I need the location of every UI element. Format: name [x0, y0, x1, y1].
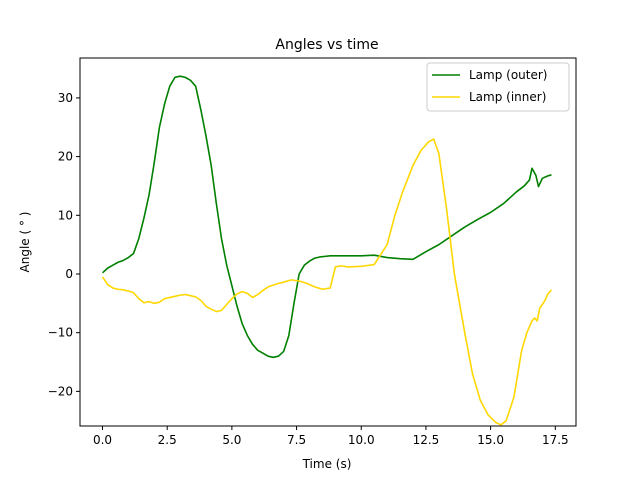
- y-tick-label: 0: [65, 267, 73, 281]
- x-tick-label: 15.0: [477, 433, 504, 447]
- legend-label: Lamp (inner): [469, 90, 546, 104]
- x-axis-label: Time (s): [302, 457, 352, 471]
- x-tick-label: 10.0: [348, 433, 375, 447]
- y-tick-label: 10: [58, 208, 73, 222]
- y-tick-label: −20: [48, 384, 73, 398]
- legend-box: [426, 62, 570, 112]
- y-tick-label: 30: [58, 91, 73, 105]
- x-tick-label: 2.5: [158, 433, 177, 447]
- chart-title: Angles vs time: [275, 37, 378, 53]
- series-line-lamp-inner: [101, 138, 553, 426]
- y-tick-label: −10: [48, 326, 73, 340]
- x-tick-label: 17.5: [542, 433, 569, 447]
- x-tick-label: 0.0: [93, 433, 112, 447]
- x-tick-label: 12.5: [413, 433, 440, 447]
- y-axis-label: Angle ( ° ): [18, 212, 32, 273]
- x-tick-label: 5.0: [222, 433, 241, 447]
- plot-area: 0.0 2.5 5.0 7.5 10.0 12.5 15.0 17.5 −20 −10 0 10 20 3…: [48, 57, 577, 447]
- x-tick-label: 7.5: [287, 433, 306, 447]
- legend-label: Lamp (outer): [469, 68, 548, 82]
- axes-frame: [79, 57, 577, 427]
- y-tick-label: 20: [58, 150, 73, 164]
- legend: Lamp (outer) Lamp (inner): [426, 62, 570, 112]
- series-line-lamp-outer: [101, 75, 552, 359]
